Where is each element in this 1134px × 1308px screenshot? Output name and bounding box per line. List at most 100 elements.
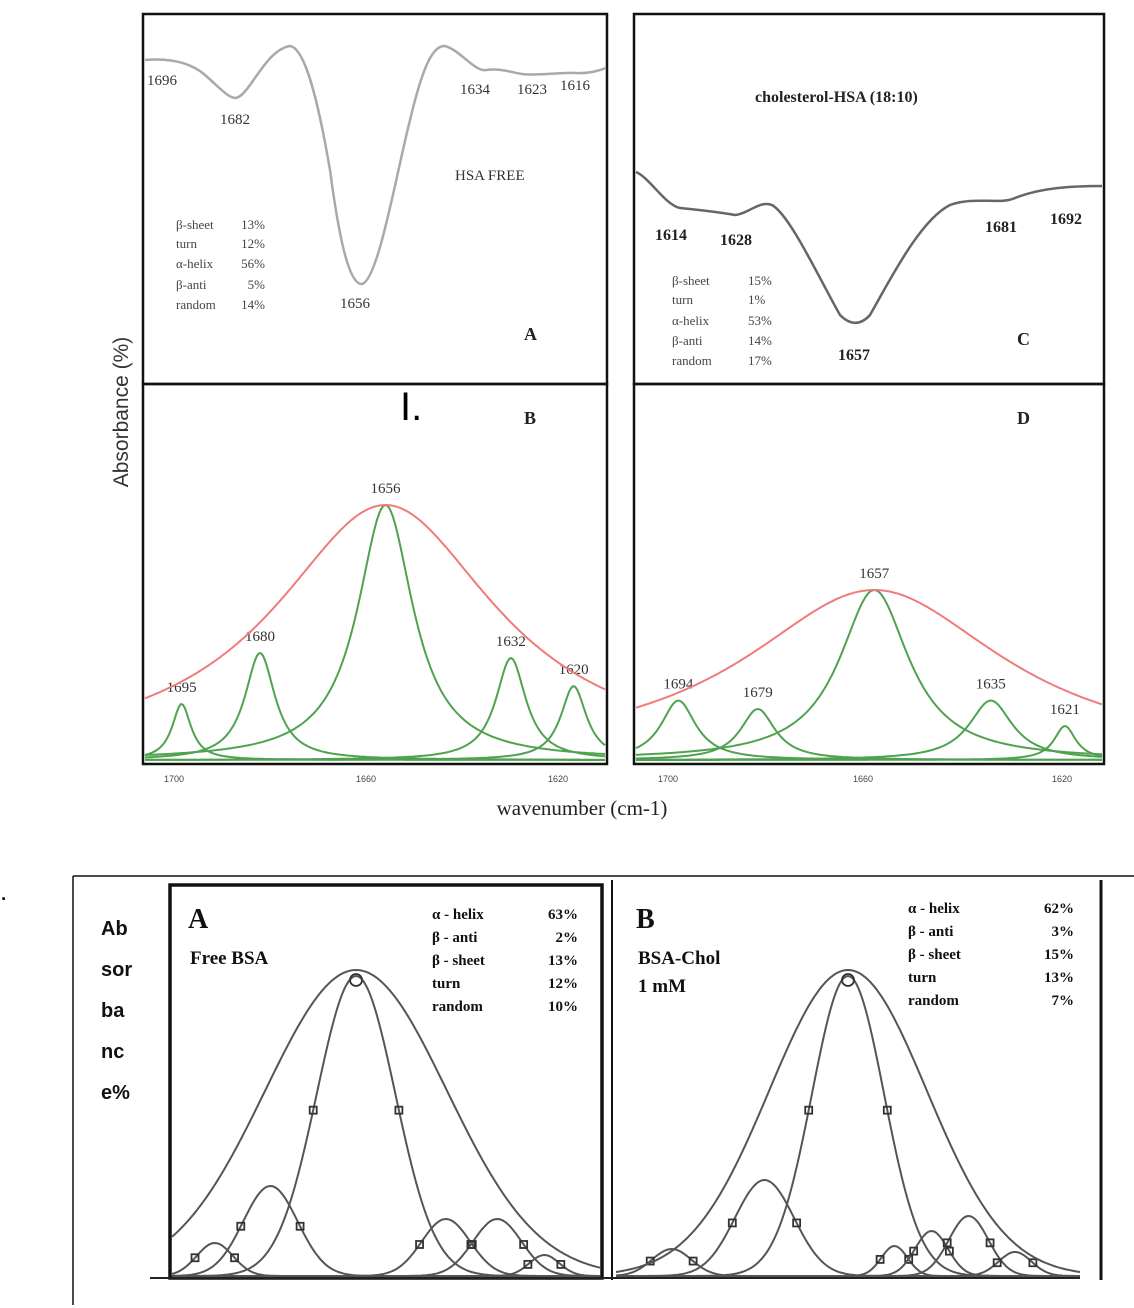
y-label-line-3: nc <box>101 1041 124 1063</box>
bsa-component-curve-1 <box>616 1178 1080 1277</box>
bsa-marker-4-1 <box>944 1246 954 1256</box>
composition-a-value-3: 5% <box>248 277 266 292</box>
component-curve-1695 <box>144 702 605 761</box>
x-tick-left-1700: 1700 <box>164 774 184 784</box>
bsa-panel-b-marks <box>615 968 1081 1277</box>
panel-d: D 1621 1635 1657 1679 1694 <box>635 408 1103 761</box>
component-label-1620: 1620 <box>559 662 589 678</box>
bsa-marker-2-0 <box>804 1105 814 1115</box>
bsa-panel-b-label: B <box>636 904 655 935</box>
component-curve-1620 <box>145 685 606 761</box>
bsa-component-curve-6 <box>616 1251 1080 1277</box>
bsa-panel-a-label: A <box>188 904 209 935</box>
bsa-component-curve-2 <box>172 974 600 1277</box>
bsa-a-comp-name-2: β - sheet <box>432 953 485 969</box>
bsa-marker-1-0 <box>236 1221 246 1231</box>
component-curve-1657 <box>635 588 1103 756</box>
bsa-a-comp-name-3: turn <box>432 976 461 992</box>
y-axis-label-top: Absorbance (%) <box>110 337 133 488</box>
bsa-marker-3-0 <box>875 1255 885 1264</box>
panel-c-composition: β-sheet 15% turn 1% α-helix 53% β-anti 1… <box>672 273 772 368</box>
bsa-component-curve-3 <box>172 1217 600 1277</box>
bsa-a-comp-value-3: 12% <box>548 976 578 992</box>
peak-label-a-1696: 1696 <box>147 73 178 89</box>
bsa-marker-0-0 <box>190 1253 200 1263</box>
panel-b-label: B <box>524 408 536 428</box>
peak-label-c-1681: 1681 <box>985 219 1017 236</box>
bsa-b-comp-name-3: turn <box>908 970 937 986</box>
bsa-a-comp-value-4: 10% <box>548 999 578 1015</box>
peak-label-c-1628: 1628 <box>720 232 752 249</box>
composition-c-value-1: 1% <box>748 292 766 307</box>
bsa-panel-b-title-line-0: BSA-Chol <box>638 948 720 969</box>
panel-b-frame <box>141 382 609 766</box>
bsa-b-comp-name-2: β - sheet <box>908 947 961 963</box>
bsa-a-comp-value-1: 2% <box>556 930 579 946</box>
component-curve-1694 <box>635 699 1102 761</box>
bsa-b-comp-name-4: random <box>908 993 959 1009</box>
bsa-panel-a-marks <box>171 968 601 1277</box>
panel-a-spectrum-line <box>144 44 607 286</box>
envelope-curve <box>144 504 606 700</box>
composition-c-value-4: 17% <box>748 353 772 368</box>
peak-label-c-1614: 1614 <box>655 227 687 244</box>
peak-label-a-1623: 1623 <box>517 82 547 98</box>
panel-d-label: D <box>1017 408 1030 428</box>
peak-label-c-1692: 1692 <box>1050 211 1082 228</box>
x-tick-left-1620: 1620 <box>548 774 568 784</box>
component-label-1657: 1657 <box>859 566 890 582</box>
composition-c-name-4: random <box>672 353 712 368</box>
panel-c-title: cholesterol-HSA (18:10) <box>755 89 918 106</box>
composition-c-name-2: α-helix <box>672 313 710 328</box>
bsa-a-comp-name-1: β - anti <box>432 930 477 946</box>
bsa-marker-5-1 <box>985 1238 995 1248</box>
component-label-1680: 1680 <box>245 629 275 645</box>
y-label-line-0: Ab <box>101 918 128 940</box>
component-curve-1656 <box>144 503 606 756</box>
composition-a-name-3: β-anti <box>176 277 207 292</box>
panel-a: 1696 1682 1656 1634 1623 1616 HSA FREE A… <box>144 44 607 344</box>
x-tick-right-1620: 1620 <box>1052 774 1072 784</box>
component-label-1621: 1621 <box>1050 702 1080 718</box>
bsa-panel-a: A Free BSA α - helix 63% β - anti 2% β -… <box>171 904 601 1277</box>
bsa-marker-2-1 <box>394 1105 404 1115</box>
bsa-marker-2-1 <box>882 1105 892 1115</box>
bsa-a-comp-name-0: α - helix <box>432 907 484 923</box>
bsa-marker-5-0 <box>942 1238 952 1248</box>
bsa-marker-4-0 <box>909 1246 919 1256</box>
composition-a-value-1: 12% <box>241 236 265 251</box>
bsa-marker-5-1 <box>556 1259 566 1269</box>
bsa-b-comp-value-1: 3% <box>1052 924 1075 940</box>
panel-c-label: C <box>1017 329 1030 349</box>
composition-a-name-4: random <box>176 297 216 312</box>
peak-label-a-1634: 1634 <box>460 82 491 98</box>
bsa-component-curve-5 <box>616 1214 1080 1277</box>
y-label-line-2: ba <box>101 1000 125 1022</box>
bsa-component-curve-4 <box>172 1217 600 1277</box>
panel-c-frame <box>632 12 1106 386</box>
bsa-b-comp-value-3: 13% <box>1044 970 1074 986</box>
panel-b: B 1695 1680 1656 1632 1620 <box>144 408 606 761</box>
bsa-marker-6-1 <box>1028 1258 1038 1268</box>
component-label-1635: 1635 <box>976 677 1006 693</box>
bsa-marker-3-1 <box>904 1255 914 1264</box>
panel-a-frame <box>141 12 609 386</box>
composition-c-name-0: β-sheet <box>672 273 710 288</box>
component-label-1656: 1656 <box>370 481 401 497</box>
bsa-marker-5-0 <box>523 1259 533 1269</box>
x-tick-left-1660: 1660 <box>356 774 376 784</box>
composition-c-name-3: β-anti <box>672 333 703 348</box>
bsa-b-comp-name-1: β - anti <box>908 924 953 940</box>
envelope-curve <box>635 589 1103 709</box>
component-label-1679: 1679 <box>743 685 773 701</box>
panel-c: 1614 1628 1657 1681 1692 cholesterol-HSA… <box>635 89 1103 368</box>
bsa-marker-1-1 <box>295 1221 305 1231</box>
bsa-panel-a-composition: α - helix 63% β - anti 2% β - sheet 13% … <box>432 907 578 1015</box>
bsa-marker-0-1 <box>688 1256 698 1266</box>
composition-c-name-1: turn <box>672 292 693 307</box>
component-curve-1679 <box>636 707 1102 761</box>
bsa-b-comp-value-4: 7% <box>1052 993 1075 1009</box>
bsa-b-comp-value-2: 15% <box>1044 947 1074 963</box>
bsa-panel-a-title: Free BSA <box>190 948 269 969</box>
bsa-envelope-curve <box>615 968 1081 1273</box>
